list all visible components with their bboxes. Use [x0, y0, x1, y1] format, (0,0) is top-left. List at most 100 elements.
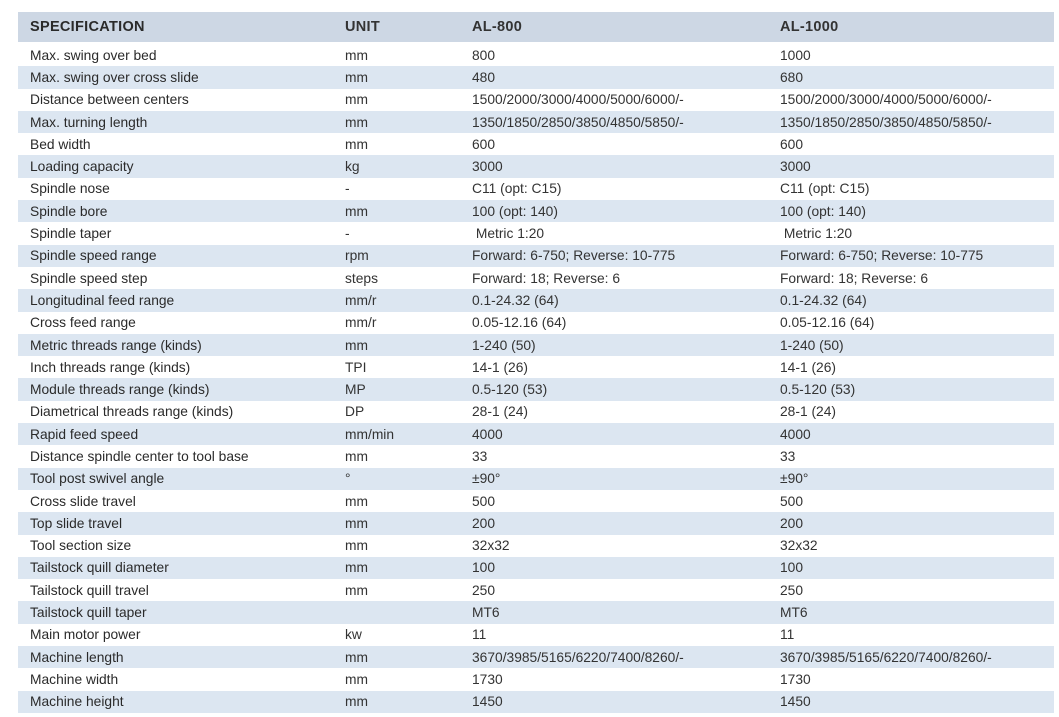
table-row: Distance between centers mm 1500/2000/30…: [18, 88, 1054, 111]
value-cell-al-800: 480: [472, 69, 496, 85]
table-row: Loading capacity kg 3000 3000: [18, 155, 1054, 178]
table-row: Max. swing over bed mm 800 1000: [18, 44, 1054, 67]
spec-cell: Metric threads range (kinds): [30, 337, 202, 353]
value-cell-al-800: 250: [472, 582, 496, 598]
table-row: Longitudinal feed range mm/r 0.1-24.32 (…: [18, 289, 1054, 312]
table-row: Cross slide travel mm 500 500: [18, 489, 1054, 513]
value-cell-al-1000: 1500/2000/3000/4000/5000/6000/-: [780, 92, 992, 108]
table-row: Spindle taper - Metric 1:20 Metric 1:20: [18, 222, 1054, 245]
value-cell-al-800: 28-1 (24): [472, 404, 528, 420]
spec-cell: Machine width: [30, 671, 119, 687]
spec-cell: Max. swing over bed: [30, 47, 157, 63]
table-row: Spindle speed step steps Forward: 18; Re…: [18, 266, 1054, 290]
unit-cell: mm: [345, 47, 368, 63]
value-cell-al-1000: Metric 1:20: [780, 226, 853, 242]
value-cell-al-1000: 680: [780, 69, 804, 85]
unit-cell: mm: [345, 493, 368, 509]
table-row: Bed width mm 600 600: [18, 133, 1054, 156]
unit-cell: kg: [345, 159, 360, 175]
spec-cell: Diametrical threads range (kinds): [30, 404, 234, 420]
unit-cell: DP: [345, 404, 365, 420]
table-row: Machine height mm 1450 1450: [18, 690, 1054, 713]
value-cell-al-800: C11 (opt: C15): [472, 181, 562, 197]
unit-cell: rpm: [345, 248, 369, 264]
value-cell-al-800: 11: [472, 627, 487, 643]
value-cell-al-1000: 1730: [780, 671, 811, 687]
table-row: Tailstock quill taper MT6 MT6: [18, 601, 1054, 624]
unit-cell: mm: [345, 582, 368, 598]
specification-table: SPECIFICATION UNIT AL-800 AL-1000 Max. s…: [18, 12, 1054, 713]
table-row: Spindle bore mm 100 (opt: 140) 100 (opt:…: [18, 200, 1054, 223]
value-cell-al-800: 33: [472, 448, 488, 464]
value-cell-al-1000: ±90°: [780, 471, 809, 487]
header-al-800: AL-800: [472, 19, 523, 35]
spec-cell: Cross slide travel: [30, 493, 136, 509]
spec-cell: Spindle bore: [30, 203, 108, 219]
unit-cell: MP: [345, 382, 366, 398]
value-cell-al-1000: 600: [780, 136, 804, 152]
spec-cell: Tool post swivel angle: [30, 471, 165, 487]
value-cell-al-800: 0.1-24.32 (64): [472, 292, 559, 308]
table-row: Spindle nose - C11 (opt: C15) C11 (opt: …: [18, 177, 1054, 201]
unit-cell: mm: [345, 694, 368, 710]
unit-cell: TPI: [345, 359, 367, 375]
table-row: Inch threads range (kinds) TPI 14-1 (26)…: [18, 356, 1054, 379]
spec-cell: Loading capacity: [30, 159, 134, 175]
spec-cell: Top slide travel: [30, 515, 123, 531]
unit-cell: mm/r: [345, 292, 377, 308]
unit-cell: mm: [345, 114, 368, 130]
spec-cell: Distance between centers: [30, 92, 189, 108]
value-cell-al-800: 3670/3985/5165/6220/7400/8260/-: [472, 649, 684, 665]
value-cell-al-800: 100: [472, 560, 496, 576]
table-row: Distance spindle center to tool base mm …: [18, 445, 1054, 468]
unit-cell: -: [345, 181, 350, 197]
table-row: Tool section size mm 32x32 32x32: [18, 534, 1054, 557]
spec-cell: Tailstock quill diameter: [30, 560, 169, 576]
value-cell-al-1000: 14-1 (26): [780, 359, 836, 375]
spec-cell: Module threads range (kinds): [30, 382, 210, 398]
spec-cell: Tool section size: [30, 538, 132, 554]
spec-cell: Distance spindle center to tool base: [30, 448, 249, 464]
header-specification: SPECIFICATION: [30, 19, 145, 35]
table-row: Tool post swivel angle ° ±90° ±90°: [18, 467, 1054, 490]
value-cell-al-1000: 33: [780, 448, 796, 464]
unit-cell: kw: [345, 627, 362, 643]
spec-cell: Rapid feed speed: [30, 426, 139, 442]
unit-cell: steps: [345, 270, 378, 286]
unit-cell: mm: [345, 337, 368, 353]
spec-cell: Inch threads range (kinds): [30, 359, 191, 375]
spec-cell: Max. swing over cross slide: [30, 69, 199, 85]
spec-cell: Machine length: [30, 649, 124, 665]
value-cell-al-800: 1730: [472, 671, 503, 687]
unit-cell: mm: [345, 671, 368, 687]
table-row: Max. swing over cross slide mm 480 680: [18, 66, 1054, 89]
value-cell-al-800: 600: [472, 136, 496, 152]
value-cell-al-1000: 1350/1850/2850/3850/4850/5850/-: [780, 114, 992, 130]
table-body: Max. swing over bed mm 800 1000 Max. swi…: [18, 44, 1054, 713]
value-cell-al-1000: 0.1-24.32 (64): [780, 292, 867, 308]
value-cell-al-1000: 0.05-12.16 (64): [780, 315, 875, 331]
value-cell-al-1000: 11: [780, 627, 795, 643]
table-header-row: SPECIFICATION UNIT AL-800 AL-1000: [18, 12, 1054, 44]
value-cell-al-800: 100 (opt: 140): [472, 203, 558, 219]
unit-cell: -: [345, 226, 350, 242]
value-cell-al-1000: 3670/3985/5165/6220/7400/8260/-: [780, 649, 992, 665]
spec-cell: Machine height: [30, 694, 124, 710]
table-row: Spindle speed range rpm Forward: 6-750; …: [18, 244, 1054, 267]
value-cell-al-1000: 1450: [780, 694, 811, 710]
spec-cell: Cross feed range: [30, 315, 136, 331]
table-row: Max. turning length mm 1350/1850/2850/38…: [18, 110, 1054, 134]
value-cell-al-1000: 100 (opt: 140): [780, 203, 866, 219]
value-cell-al-800: 1-240 (50): [472, 337, 536, 353]
value-cell-al-800: 1450: [472, 694, 503, 710]
value-cell-al-1000: Forward: 6-750; Reverse: 10-775: [780, 248, 984, 264]
value-cell-al-800: 32x32: [472, 538, 510, 554]
value-cell-al-800: 800: [472, 47, 496, 63]
value-cell-al-1000: 200: [780, 515, 804, 531]
value-cell-al-800: ±90°: [472, 471, 501, 487]
value-cell-al-1000: 3000: [780, 159, 811, 175]
value-cell-al-800: 1500/2000/3000/4000/5000/6000/-: [472, 92, 684, 108]
spec-cell: Spindle taper: [30, 226, 112, 242]
value-cell-al-800: Metric 1:20: [472, 226, 545, 242]
table-row: Machine width mm 1730 1730: [18, 668, 1054, 691]
